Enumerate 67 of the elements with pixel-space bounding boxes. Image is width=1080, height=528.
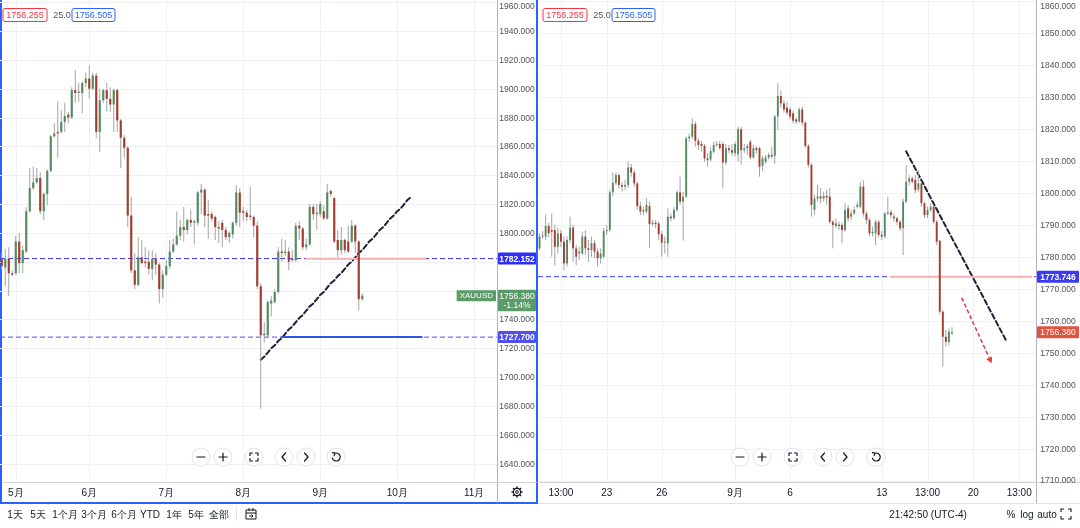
annotation: 25.0 — [593, 10, 611, 20]
x-tick-label: 8月 — [235, 486, 252, 498]
text: 6个月 — [111, 508, 137, 520]
annotation: 1756.255 — [546, 10, 584, 20]
line-series — [905, 150, 1008, 344]
y-tick-label: 1810.000 — [1040, 155, 1076, 166]
x-tick-label: 9月 — [312, 486, 329, 498]
y-tick-label: 1860.000 — [1040, 1, 1076, 11]
text: 3个月 — [81, 508, 107, 520]
y-tick-label: 1830.000 — [1040, 91, 1076, 102]
y-tick-label: 1720.000 — [499, 343, 535, 354]
y-tick-label: 1770.000 — [1040, 283, 1076, 294]
x-tick-label: 10月 — [386, 486, 408, 498]
text: 21:42:50 (UTC-4) — [889, 508, 967, 520]
text: 1天 — [7, 508, 23, 520]
x-tick-label: 6月 — [81, 486, 98, 498]
y-tick-label: 1960.000 — [499, 1, 535, 11]
y-tick-label: 1780.000 — [1040, 251, 1076, 262]
y-tick-label: 1640.000 — [499, 458, 535, 469]
x-tick-label: 11月 — [464, 486, 485, 498]
y-tick-label: 1820.000 — [1040, 123, 1076, 134]
x-tick-label: 23 — [601, 486, 613, 498]
x-tick-label: 20 — [967, 486, 980, 498]
line-series — [259, 195, 413, 361]
text: 全部 — [209, 508, 229, 520]
y-tick-label: 1680.000 — [499, 400, 535, 411]
y-tick-label: 1840.000 — [499, 170, 535, 181]
x-tick-label: 13:00 — [915, 486, 941, 498]
y-tick-label: 1710.000 — [1040, 475, 1076, 485]
x-tick-label: 13:00 — [1006, 486, 1033, 498]
text: 1年 — [166, 508, 182, 520]
x-tick-label: 7月 — [158, 486, 175, 498]
annotation: 1756.255 — [6, 10, 44, 20]
text: 1个月 — [52, 508, 78, 520]
y-tick-label: 1860.000 — [499, 141, 535, 152]
x-tick-label: 13:00 — [548, 486, 574, 498]
text: 5天 — [30, 508, 46, 520]
text: auto — [1037, 508, 1058, 520]
text: log — [1020, 508, 1034, 520]
y-tick-label: 1740.000 — [1040, 379, 1076, 390]
y-tick-label: 1750.000 — [1040, 347, 1076, 358]
y-tick-label: 1900.000 — [499, 83, 535, 94]
y-tick-label: 1730.000 — [1040, 411, 1076, 422]
y-tick-label: 1660.000 — [499, 429, 535, 440]
y-tick-label: 1850.000 — [1040, 27, 1076, 38]
y-tick-label: 1940.000 — [499, 26, 535, 36]
y-tick-label: 1760.000 — [1040, 315, 1076, 326]
y-tick-label: 1740.000 — [499, 314, 535, 325]
x-tick-label: 26 — [656, 486, 668, 498]
y-tick-label: 1800.000 — [499, 227, 535, 238]
text: YTD — [140, 508, 160, 520]
text: % — [1006, 508, 1016, 520]
x-tick-label: 6 — [787, 486, 794, 498]
price-label: 1727.700 — [498, 331, 536, 344]
y-tick-label: 1880.000 — [499, 112, 535, 123]
y-tick-label: 1800.000 — [1040, 187, 1076, 198]
y-tick-label: 1700.000 — [499, 372, 535, 383]
y-tick-label: 1840.000 — [1040, 59, 1076, 70]
x-tick-label: 5月 — [7, 486, 24, 498]
y-tick-label: 1720.000 — [1040, 443, 1076, 454]
x-tick-label: 13 — [876, 486, 888, 498]
text: 5年 — [188, 508, 204, 520]
y-tick-label: 1790.000 — [1040, 219, 1076, 230]
y-tick-label: 1820.000 — [499, 199, 535, 210]
y-tick-label: 1920.000 — [499, 54, 535, 65]
annotation: 25.0 — [53, 10, 71, 20]
x-tick-label: 9月 — [727, 486, 743, 498]
